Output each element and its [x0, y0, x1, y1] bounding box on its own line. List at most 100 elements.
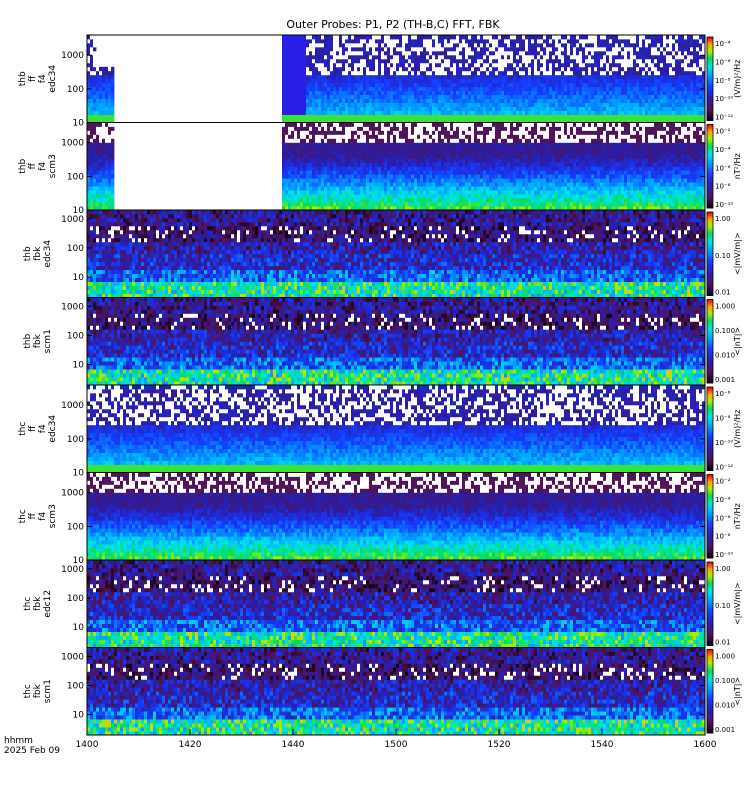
spectrogram-cell — [450, 99, 453, 103]
spectrogram-cell — [432, 134, 435, 138]
spectrogram-cell — [525, 71, 528, 75]
spectrogram-cell — [621, 63, 624, 67]
spectrogram-cell — [303, 138, 306, 142]
spectrogram-cell — [339, 59, 342, 63]
spectrogram-cell — [417, 75, 420, 79]
spectrogram-cell — [333, 146, 336, 150]
spectrogram-cell — [462, 198, 465, 202]
spectrogram-cell — [405, 103, 408, 107]
spectrogram-cell — [528, 43, 531, 47]
spectrogram-cell — [441, 59, 444, 63]
spectrogram-cell — [429, 166, 432, 170]
spectrogram-cell — [438, 166, 441, 170]
spectrogram-cell — [531, 83, 534, 87]
spectrogram-cell — [507, 111, 510, 115]
spectrogram-cell — [363, 91, 366, 95]
spectrogram-cell — [444, 39, 447, 43]
spectrogram-cell — [552, 83, 555, 87]
spectrogram-cell — [459, 115, 462, 119]
spectrogram-cell — [606, 71, 609, 75]
spectrogram-cell — [459, 35, 462, 39]
spectrogram-cell — [513, 55, 516, 59]
spectrogram-cell — [381, 182, 384, 186]
spectrogram-cell — [531, 91, 534, 95]
spectrogram-cell — [339, 95, 342, 99]
spectrogram-cell — [582, 91, 585, 95]
spectrogram-cell — [642, 67, 645, 71]
spectrogram-cell — [657, 67, 660, 71]
spectrogram-cell — [297, 103, 300, 107]
spectrogram-cell — [408, 194, 411, 198]
spectrogram-cell — [360, 134, 363, 138]
spectrogram-cell — [501, 59, 504, 63]
spectrogram-cell — [96, 75, 99, 79]
spectrogram-cell — [282, 111, 285, 115]
spectrogram-cell — [444, 83, 447, 87]
spectrogram-cell — [468, 59, 471, 63]
spectrogram-cell — [669, 107, 672, 111]
spectrogram-cell — [402, 51, 405, 55]
spectrogram-cell — [87, 186, 90, 190]
spectrogram-cell — [459, 146, 462, 150]
spectrogram-cell — [303, 174, 306, 178]
spectrogram-cell — [546, 47, 549, 51]
spectrogram-cell — [342, 99, 345, 103]
spectrogram-cell — [327, 103, 330, 107]
spectrogram-cell — [399, 91, 402, 95]
spectrogram-cell — [102, 95, 105, 99]
spectrogram-cell — [345, 142, 348, 146]
spectrogram-cell — [498, 63, 501, 67]
spectrogram-cell — [654, 75, 657, 79]
spectrogram-cell — [384, 130, 387, 134]
spectrogram-cell — [375, 103, 378, 107]
spectrogram-cell — [447, 67, 450, 71]
spectrogram-cell — [456, 134, 459, 138]
spectrogram-cell — [594, 67, 597, 71]
spectrogram-cell — [90, 202, 93, 206]
spectrogram-cell — [390, 111, 393, 115]
spectrogram-cell — [486, 59, 489, 63]
spectrogram-cell — [315, 202, 318, 206]
spectrogram-cell — [297, 190, 300, 194]
spectrogram-cell — [336, 91, 339, 95]
spectrogram-cell — [648, 51, 651, 55]
spectrogram-cell — [324, 162, 327, 166]
spectrogram-cell — [96, 130, 99, 134]
spectrogram-cell — [330, 158, 333, 162]
spectrogram-cell — [438, 87, 441, 91]
spectrogram-cell — [315, 134, 318, 138]
spectrogram-cell — [633, 43, 636, 47]
spectrogram-cell — [372, 51, 375, 55]
spectrogram-cell — [540, 47, 543, 51]
spectrogram-cell — [573, 111, 576, 115]
spectrogram-cell — [522, 111, 525, 115]
spectrogram-cell — [447, 126, 450, 130]
spectrogram-cell — [561, 47, 564, 51]
spectrogram-cell — [375, 178, 378, 182]
spectrogram-cell — [516, 111, 519, 115]
spectrogram-cell — [432, 51, 435, 55]
spectrogram-cell — [441, 126, 444, 130]
spectrogram-cell — [489, 103, 492, 107]
spectrogram-cell — [519, 103, 522, 107]
spectrogram-cell — [96, 138, 99, 142]
spectrogram-cell — [306, 134, 309, 138]
spectrogram-cell — [384, 170, 387, 174]
spectrogram-cell — [411, 95, 414, 99]
spectrogram-cell — [564, 39, 567, 43]
spectrogram-cell — [318, 134, 321, 138]
spectrogram-cell — [87, 182, 90, 186]
spectrogram-cell — [693, 115, 696, 119]
spectrogram-cell — [471, 59, 474, 63]
spectrogram-cell — [399, 47, 402, 51]
spectrogram-cell — [645, 103, 648, 107]
spectrogram-cell — [417, 35, 420, 39]
spectrogram-cell — [300, 130, 303, 134]
spectrogram-cell — [291, 170, 294, 174]
spectrogram-cell — [540, 87, 543, 91]
spectrogram-cell — [666, 67, 669, 71]
spectrogram-cell — [366, 154, 369, 158]
spectrogram-cell — [588, 99, 591, 103]
spectrogram-cell — [609, 111, 612, 115]
spectrogram-cell — [291, 75, 294, 79]
